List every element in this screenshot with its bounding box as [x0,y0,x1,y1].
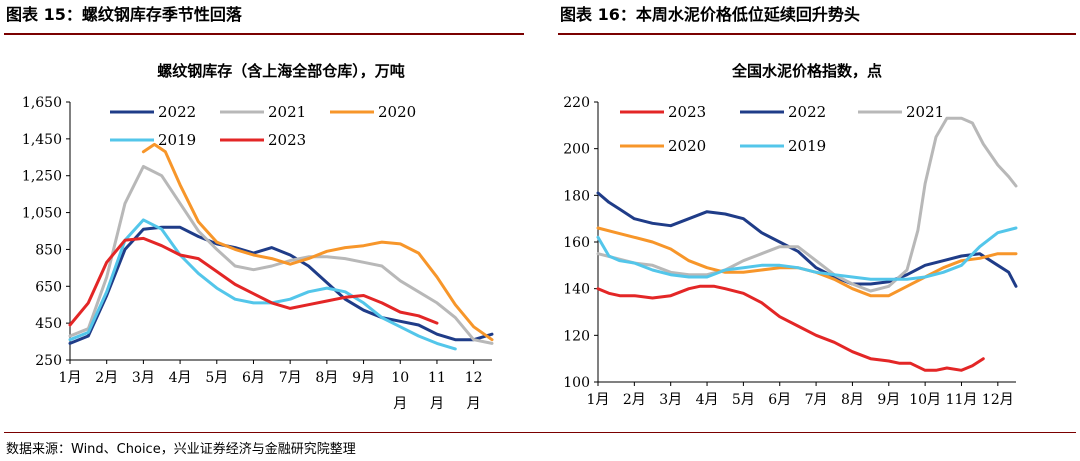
rebar-x-tick-sublabel: 月 [430,396,444,412]
cement-x-tick-label: 1月 [587,392,610,408]
rebar-legend-label-2019: 2019 [158,131,196,149]
rebar-x-tick-label: 8月 [315,370,338,386]
footer-rule [4,432,1076,433]
cement-x-tick-label: 9月 [877,392,900,408]
rebar-y-tick-label: 1,450 [22,132,62,148]
cement-legend-label-2023: 2023 [668,103,706,121]
rebar-x-tick-label: 2月 [95,370,118,386]
cement-x-tick-label: 10月 [909,392,941,408]
rebar-x-tick-label: 12 [465,370,483,386]
rebar-x-tick-label: 9月 [352,370,375,386]
cement-x-tick-label: 6月 [768,392,791,408]
cement-series-2022-line [596,191,1018,288]
rebar-x-tick-label: 4月 [169,370,192,386]
cement-x-tick-label: 5月 [732,392,755,408]
cement-series-2019-line [596,226,1018,281]
cement-legend-label-2019: 2019 [788,137,826,155]
cement-x-tick-label: 2月 [623,392,646,408]
cement-series-2020-line [596,226,1018,298]
cement-x-tick-label: 3月 [659,392,682,408]
rebar-x-tick-label: 1月 [59,370,82,386]
rebar-legend-label-2022: 2022 [158,103,196,121]
right-header-rule [558,33,1076,35]
cement-x-tick-label: 7月 [805,392,828,408]
cement-y-tick-label: 160 [563,235,590,251]
rebar-series-2022-line [68,225,494,345]
rebar-series-2020-line [141,142,494,342]
data-source-note: 数据来源：Wind、Choice，兴业证券经济与金融研究院整理 [6,442,356,457]
rebar-y-tick-label: 1,650 [22,95,62,111]
rebar-y-tick-label: 1,250 [22,169,62,185]
cement-legend-label-2020: 2020 [668,137,706,155]
cement-x-tick-label: 12月 [982,392,1014,408]
left-panel-header: 图表 15：螺纹钢库存季节性回落 [6,5,242,24]
rebar-legend-label-2020: 2020 [378,103,416,121]
rebar-series-2019-line [68,218,457,351]
left-header-rule [4,33,524,35]
cement-y-tick-label: 100 [563,375,590,391]
cement-y-tick-label: 200 [563,142,590,158]
rebar-legend-label-2021: 2021 [268,103,306,121]
rebar-y-tick-label: 1,050 [22,206,62,222]
rebar-y-tick-label: 850 [35,242,62,258]
cement-y-tick-label: 140 [563,282,590,298]
cement-legend-label-2022: 2022 [788,103,826,121]
rebar-x-tick-label: 11 [428,370,446,386]
rebar-series-2023-line [68,236,439,327]
cement-x-tick-label: 4月 [696,392,719,408]
cement-legend-label-2021: 2021 [906,103,944,121]
rebar-x-tick-label: 5月 [205,370,228,386]
rebar-x-tick-label: 7月 [279,370,302,386]
rebar-x-tick-label: 10 [391,370,409,386]
rebar-y-tick-label: 450 [35,316,62,332]
cement-y-tick-label: 220 [563,95,590,111]
rebar-x-tick-label: 3月 [132,370,155,386]
right-panel-header: 图表 16：本周水泥价格低位延续回升势头 [560,5,860,24]
rebar-legend-label-2023: 2023 [268,131,306,149]
rebar-y-tick-label: 650 [35,279,62,295]
cement-series-2021-line [596,116,1018,293]
rebar-x-tick-label: 6月 [242,370,265,386]
cement-chart-title: 全国水泥价格指数，点 [731,62,882,80]
rebar-series-2021-line [68,165,494,345]
rebar-x-tick-sublabel: 月 [393,396,407,412]
rebar-chart-title: 螺纹钢库存（含上海全部仓库），万吨 [157,62,405,80]
rebar-x-tick-sublabel: 月 [467,396,481,412]
cement-y-tick-label: 180 [563,188,590,204]
cement-series-2023-line [596,284,985,372]
cement-x-tick-label: 11月 [946,392,978,408]
cement-x-tick-label: 8月 [841,392,864,408]
rebar-inventory-chart: 螺纹钢库存（含上海全部仓库），万吨 1,650 1,450 1,250 1,050 850… [22,62,494,412]
rebar-y-tick-label: 250 [35,353,62,369]
cement-y-tick-label: 120 [563,328,590,344]
